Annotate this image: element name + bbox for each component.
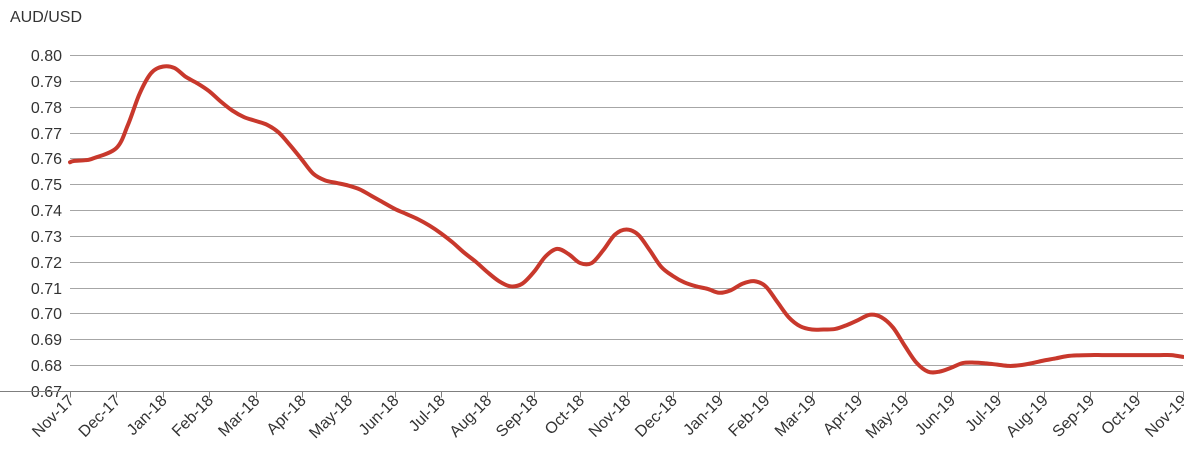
y-tick-label: 0.69 [31,332,62,349]
y-tick-label: 0.80 [31,48,62,65]
y-tick-label: 0.72 [31,255,62,272]
y-tick-label: 0.70 [31,306,62,323]
x-tick-label: Feb-19 [726,392,774,440]
x-tick-label: Jan-18 [124,392,171,439]
y-tick-label: 0.76 [31,151,62,168]
x-tick-label: Dec-17 [76,392,125,441]
y-tick-label: 0.71 [31,281,62,298]
x-tick-label: Jul-18 [406,392,449,435]
x-tick-label: Mar-19 [772,392,820,440]
x-tick-label: Jun-19 [912,392,959,439]
y-axis-tick-labels: 0.80 0.79 0.78 0.77 0.76 0.75 0.74 0.73 0.72 0.71… [31,48,62,401]
x-axis [0,391,1184,398]
x-tick-label: May-19 [863,392,913,442]
series-line [68,64,1184,375]
series-layer [68,64,1184,375]
y-tick-label: 0.67 [31,384,62,401]
gridlines [70,55,1183,366]
y-tick-label: 0.73 [31,229,62,246]
x-tick-label: Sep-19 [1050,392,1099,441]
y-tick-label: 0.75 [31,177,62,194]
x-tick-label: Jul-19 [962,392,1005,435]
x-tick-label: Sep-18 [493,392,542,441]
y-tick-label: 0.78 [31,100,62,117]
x-tick-label: Apr-19 [820,392,866,438]
x-tick-label: Feb-18 [169,392,217,440]
x-tick-label: Aug-18 [447,392,496,441]
x-tick-label: Oct-19 [1098,392,1144,438]
x-tick-label: Oct-18 [542,392,588,438]
x-tick-label: Dec-18 [632,392,681,441]
x-tick-label: May-18 [306,392,356,442]
y-tick-label: 0.77 [31,126,62,143]
x-tick-label: Nov-18 [586,392,635,441]
y-tick-label: 0.68 [31,358,62,375]
x-tick-label: Nov-19 [1142,392,1184,441]
y-axis-title: AUD/USD [10,9,82,26]
x-tick-label: Aug-19 [1003,392,1052,441]
x-tick-label: Jun-18 [356,392,403,439]
x-tick-label: Jan-19 [680,392,727,439]
x-tick-label: Apr-18 [264,392,310,438]
y-tick-label: 0.74 [31,203,62,220]
x-tick-label: Mar-18 [215,392,263,440]
y-tick-label: 0.79 [31,74,62,91]
